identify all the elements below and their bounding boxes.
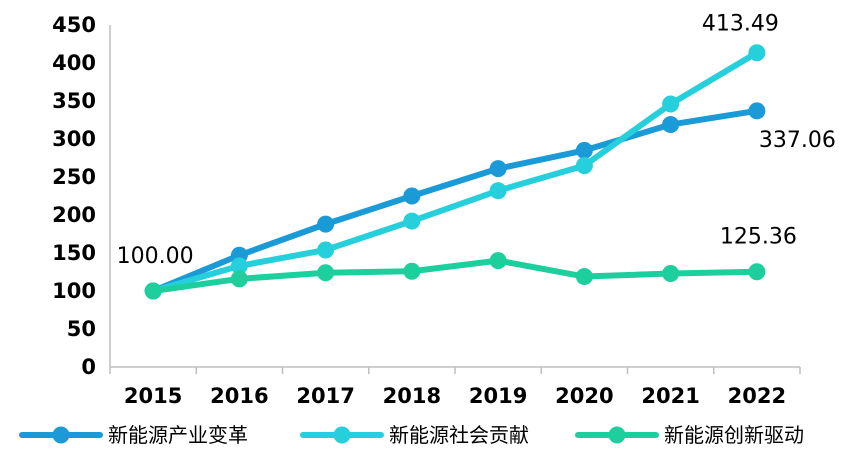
series-line bbox=[150, 49, 760, 294]
x-tick-label: 2019 bbox=[469, 384, 527, 408]
y-tick-label: 150 bbox=[52, 241, 96, 265]
legend-item: 新能源创新驱动 bbox=[575, 423, 804, 447]
y-tick-label: 450 bbox=[52, 13, 96, 37]
data-point bbox=[489, 252, 507, 270]
y-tick-label: 400 bbox=[52, 51, 96, 75]
x-tick-label: 2015 bbox=[124, 384, 182, 408]
x-tick-label: 2016 bbox=[210, 384, 268, 408]
data-label: 337.06 bbox=[759, 128, 836, 153]
data-point bbox=[748, 263, 766, 281]
data-point bbox=[317, 264, 335, 282]
y-tick-label: 250 bbox=[52, 165, 96, 189]
data-label: 100.00 bbox=[117, 244, 194, 269]
y-tick-label: 100 bbox=[52, 279, 96, 303]
series-line bbox=[150, 257, 760, 294]
y-tick-label: 200 bbox=[52, 203, 96, 227]
y-tick-label: 50 bbox=[67, 317, 96, 341]
series-line bbox=[150, 107, 760, 294]
y-tick-labels: 0 50 100 150 200 250 300 350 400 450 bbox=[52, 13, 96, 379]
legend-marker bbox=[333, 426, 351, 444]
data-point bbox=[748, 44, 766, 62]
x-tick-label: 2020 bbox=[555, 384, 613, 408]
data-point bbox=[575, 268, 593, 286]
data-point bbox=[489, 182, 507, 200]
data-point bbox=[662, 265, 680, 283]
data-point bbox=[403, 212, 421, 230]
data-point bbox=[317, 241, 335, 259]
data-labels: 100.00 413.49 337.06 125.36 bbox=[117, 12, 836, 269]
legend: 新能源产业变革 新能源社会贡献 新能源创新驱动 bbox=[19, 423, 804, 447]
y-tick-label: 300 bbox=[52, 127, 96, 151]
axes bbox=[109, 25, 801, 374]
legend-marker bbox=[52, 426, 70, 444]
legend-label: 新能源产业变革 bbox=[108, 423, 248, 447]
legend-label: 新能源社会贡献 bbox=[389, 423, 529, 447]
y-tick-label: 350 bbox=[52, 89, 96, 113]
data-label: 413.49 bbox=[702, 12, 779, 37]
x-tick-label: 2022 bbox=[728, 384, 786, 408]
y-tick-label: 0 bbox=[81, 355, 96, 379]
data-point bbox=[230, 270, 248, 288]
series-3 bbox=[144, 252, 766, 300]
legend-item: 新能源社会贡献 bbox=[300, 423, 529, 447]
data-point bbox=[575, 141, 593, 159]
data-point bbox=[403, 187, 421, 205]
data-point bbox=[317, 215, 335, 233]
data-point bbox=[489, 160, 507, 178]
x-tick-labels: 2015 2016 2017 2018 2019 2020 2021 2022 bbox=[124, 384, 786, 408]
legend-label: 新能源创新驱动 bbox=[664, 423, 804, 447]
data-label: 125.36 bbox=[720, 225, 797, 250]
series-layer bbox=[144, 44, 766, 300]
data-point bbox=[575, 157, 593, 175]
data-point bbox=[230, 257, 248, 275]
series-2 bbox=[144, 44, 766, 300]
x-tick-label: 2021 bbox=[641, 384, 699, 408]
data-point bbox=[662, 116, 680, 134]
data-point bbox=[144, 282, 162, 300]
legend-item: 新能源产业变革 bbox=[19, 423, 248, 447]
x-tick-label: 2017 bbox=[296, 384, 354, 408]
legend-marker bbox=[608, 426, 626, 444]
data-point bbox=[662, 95, 680, 113]
data-point bbox=[748, 102, 766, 120]
data-point bbox=[403, 262, 421, 280]
x-tick-label: 2018 bbox=[383, 384, 441, 408]
